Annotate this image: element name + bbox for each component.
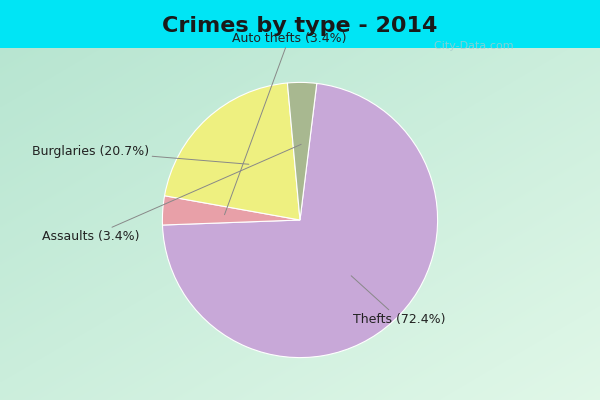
Text: Burglaries (20.7%): Burglaries (20.7%) xyxy=(32,145,249,164)
Text: Auto thefts (3.4%): Auto thefts (3.4%) xyxy=(224,32,346,215)
Text: Thefts (72.4%): Thefts (72.4%) xyxy=(351,276,445,326)
Text: Assaults (3.4%): Assaults (3.4%) xyxy=(42,144,301,243)
Wedge shape xyxy=(164,83,300,220)
Wedge shape xyxy=(163,84,437,358)
Wedge shape xyxy=(163,196,300,225)
Text: Crimes by type - 2014: Crimes by type - 2014 xyxy=(163,16,437,36)
Wedge shape xyxy=(287,82,317,220)
Text: City-Data.com: City-Data.com xyxy=(427,41,513,51)
